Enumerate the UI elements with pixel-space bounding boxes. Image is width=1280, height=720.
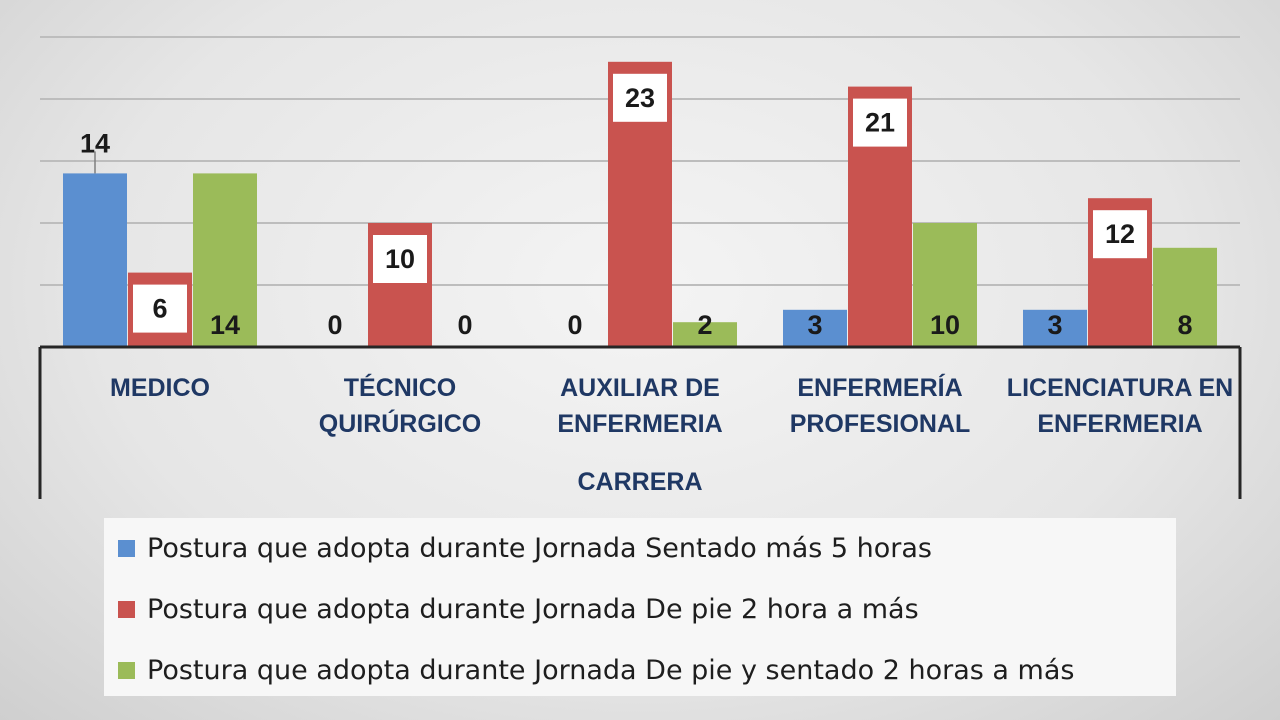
x-tick-label-line: QUIRÚRGICO (319, 408, 482, 438)
x-tick-label-line: TÉCNICO (344, 373, 457, 402)
x-axis: MEDICO TÉCNICO QUIRÚRGICO AUXILIAR DE ENFERM… (38, 345, 1242, 499)
x-tick-label-line: ENFERMERIA (1037, 410, 1202, 438)
data-label: 10 (930, 310, 960, 340)
data-label: 12 (1105, 219, 1135, 249)
x-tick-label: AUXILIAR DE ENFERMERIA (557, 374, 722, 438)
bar (63, 173, 127, 347)
bar (913, 223, 977, 347)
legend-label: Postura que adopta durante Jornada De pi… (147, 654, 1075, 686)
bar (783, 309, 847, 347)
data-label: 3 (807, 310, 822, 340)
legend-swatch-green (118, 661, 135, 679)
legend-item-de-pie-y-sentado: Postura que adopta durante Jornada De pi… (118, 650, 1074, 690)
data-label: 8 (1177, 310, 1192, 340)
x-tick-label: TÉCNICO QUIRÚRGICO (319, 373, 482, 438)
x-tick-label: LICENCIATURA EN ENFERMERIA (1007, 374, 1233, 438)
legend-label: Postura que adopta durante Jornada Senta… (147, 532, 932, 564)
data-label-box (613, 73, 667, 122)
data-label: 14 (210, 310, 240, 340)
bar (193, 173, 257, 347)
data-label: 0 (327, 310, 342, 340)
bar (1023, 309, 1087, 347)
x-axis-title: CARRERA (578, 468, 703, 496)
legend-label: Postura que adopta durante Jornada De pi… (147, 593, 919, 625)
data-label-box (133, 284, 187, 333)
data-label: 3 (1047, 310, 1062, 340)
x-tick-label-line: LICENCIATURA EN (1007, 374, 1233, 402)
data-label-box (373, 235, 427, 283)
data-label: 0 (567, 310, 582, 340)
data-label-box (853, 98, 907, 147)
data-label: 10 (385, 244, 415, 274)
x-tick-label: ENFERMERÍA PROFESIONAL (790, 373, 971, 438)
x-tick-label-line: PROFESIONAL (790, 410, 971, 438)
bar (1153, 247, 1217, 347)
data-label-box (1093, 210, 1147, 259)
data-label: 14 (80, 128, 110, 158)
bars (63, 61, 1217, 348)
data-label: 23 (625, 83, 655, 113)
bar (673, 322, 737, 347)
legend-swatch-blue (118, 539, 135, 557)
legend-item-de-pie: Postura que adopta durante Jornada De pi… (118, 589, 919, 629)
legend: Postura que adopta durante Jornada Senta… (104, 518, 1176, 696)
x-tick-label-line: MEDICO (110, 374, 210, 402)
legend-swatch-red (118, 600, 135, 618)
x-tick-label-line: ENFERMERÍA (797, 373, 962, 402)
x-tick-label: MEDICO (110, 374, 210, 402)
data-label: 0 (457, 310, 472, 340)
data-label: 6 (152, 294, 167, 324)
legend-item-sentado: Postura que adopta durante Jornada Senta… (118, 528, 932, 568)
x-tick-label-line: AUXILIAR DE (560, 374, 720, 402)
x-tick-label-line: ENFERMERIA (557, 410, 722, 438)
data-label: 21 (865, 108, 895, 138)
data-labels: 14 0 0 3 3 6 10 23 21 12 14 0 2 10 8 (80, 73, 1193, 340)
data-label: 2 (697, 310, 712, 340)
